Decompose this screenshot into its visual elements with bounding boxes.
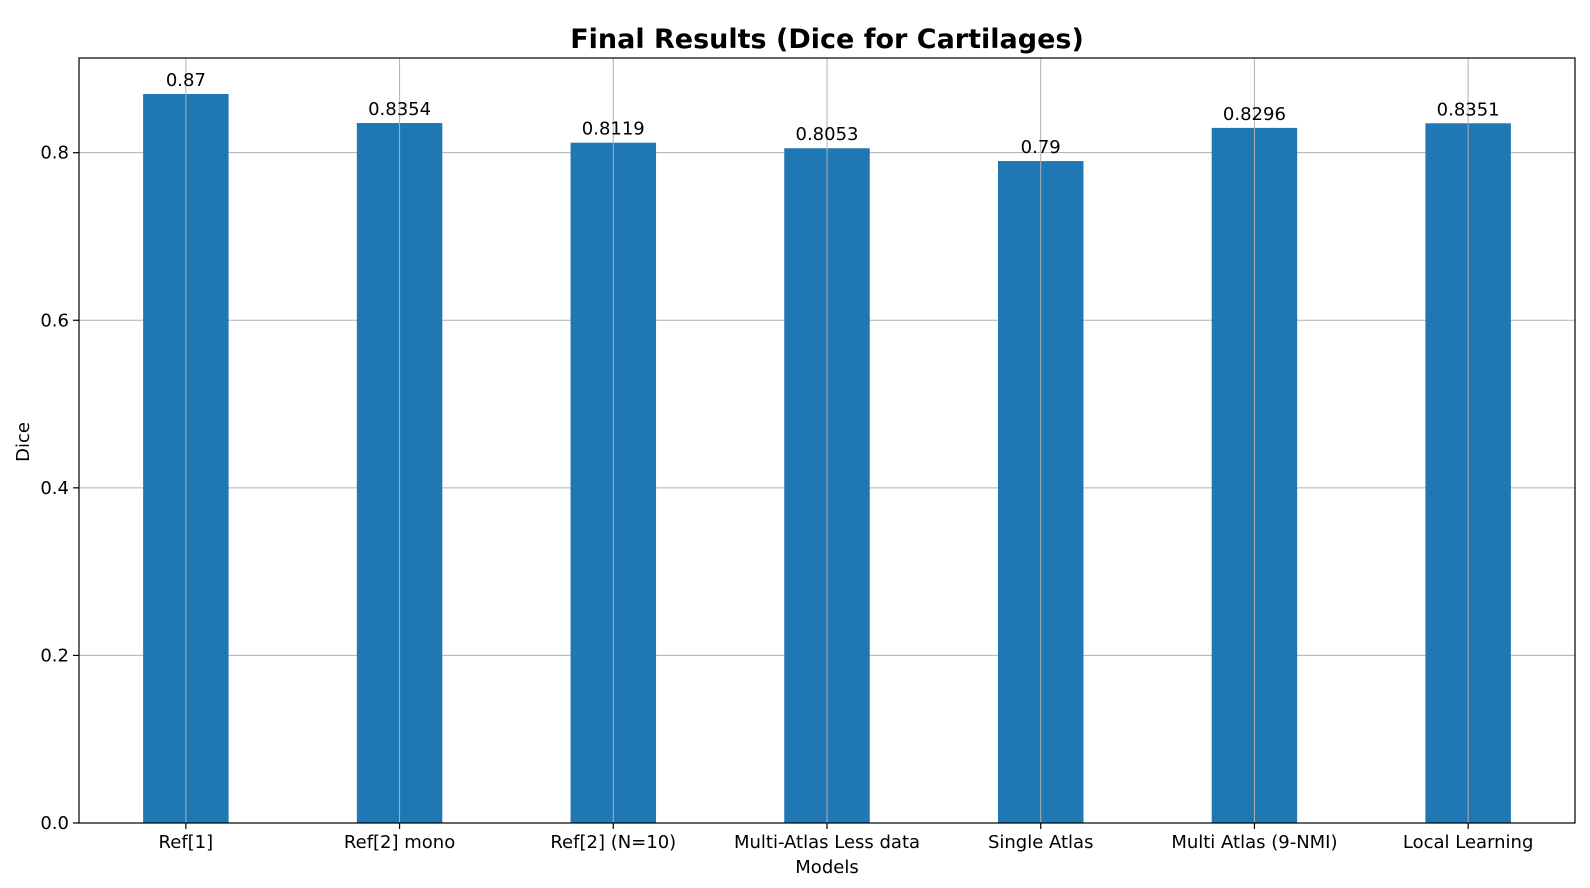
- x-tick-label: Multi Atlas (9-NMI): [1171, 832, 1337, 853]
- data-label: 0.87: [166, 70, 206, 91]
- y-tick-label: 0.6: [40, 310, 69, 331]
- y-axis-ticks: 0.0 0.2 0.4 0.6 0.8: [40, 143, 79, 834]
- x-tick-label: Ref[1]: [159, 832, 214, 853]
- data-label: 0.8354: [368, 99, 431, 120]
- data-label: 0.8296: [1223, 104, 1286, 125]
- y-axis-label: Dice: [13, 422, 34, 462]
- data-label: 0.8053: [796, 124, 859, 145]
- x-tick-label: Local Learning: [1403, 832, 1534, 853]
- data-labels: 0.87 0.8354 0.8119 0.8053 0.79 0.8296 0.8351: [166, 70, 1500, 158]
- y-tick-label: 0.0: [40, 813, 69, 834]
- x-tick-label: Multi-Atlas Less data: [734, 832, 920, 853]
- data-label: 0.79: [1021, 137, 1061, 158]
- y-tick-label: 0.8: [40, 143, 69, 164]
- x-axis-label: Models: [795, 857, 858, 878]
- data-label: 0.8119: [582, 119, 645, 140]
- x-tick-label: Ref[2] mono: [344, 832, 455, 853]
- chart-title: Final Results (Dice for Cartilages): [570, 24, 1084, 55]
- y-tick-label: 0.2: [40, 645, 69, 666]
- vertical-grid-lines: [185, 58, 1469, 823]
- x-tick-label: Ref[2] (N=10): [550, 832, 676, 853]
- x-axis-ticks: Ref[1] Ref[2] mono Ref[2] (N=10) Multi-Atla…: [159, 823, 1534, 853]
- x-tick-label: Single Atlas: [988, 832, 1094, 853]
- y-tick-label: 0.4: [40, 478, 69, 499]
- data-label: 0.8351: [1437, 99, 1500, 120]
